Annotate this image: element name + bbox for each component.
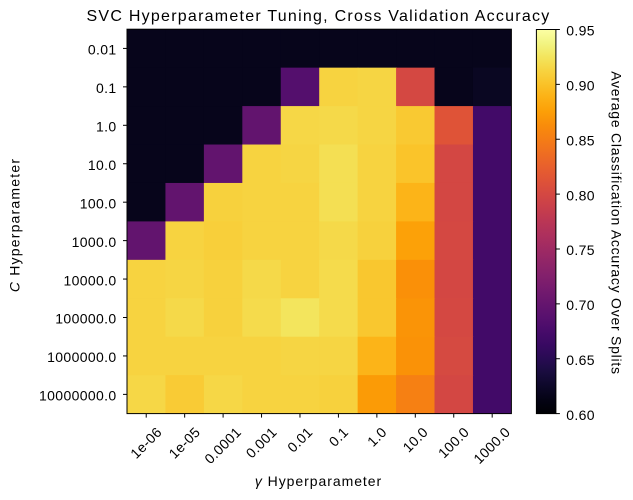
svg-text:0.65: 0.65 xyxy=(566,352,595,368)
svg-text:0.75: 0.75 xyxy=(566,242,595,258)
svg-text:0.95: 0.95 xyxy=(566,23,595,39)
svg-text:Average Classification Accurac: Average Classification Accuracy Over Spl… xyxy=(609,71,625,375)
svg-text:1000.0: 1000.0 xyxy=(72,234,117,250)
svg-text:100000.0: 100000.0 xyxy=(55,311,116,327)
svg-text:SVC Hyperparameter Tuning, Cro: SVC Hyperparameter Tuning, Cross Validat… xyxy=(87,8,551,25)
svg-text:0.60: 0.60 xyxy=(566,407,595,423)
svg-text:0.1: 0.1 xyxy=(96,80,117,96)
svg-text:γ Hyperparameter: γ Hyperparameter xyxy=(255,473,382,489)
svg-text:1000000.0: 1000000.0 xyxy=(47,349,116,365)
svg-text:1.0: 1.0 xyxy=(96,119,117,135)
svg-text:10.0: 10.0 xyxy=(88,157,117,173)
svg-text:0.70: 0.70 xyxy=(566,297,595,313)
svg-text:10000.0: 10000.0 xyxy=(63,272,116,288)
svg-text:0.85: 0.85 xyxy=(566,132,595,148)
svg-text:100.0: 100.0 xyxy=(80,195,117,211)
svg-text:0.01: 0.01 xyxy=(88,42,117,58)
svg-text:0.90: 0.90 xyxy=(566,78,595,94)
svg-text:0.80: 0.80 xyxy=(566,187,595,203)
svg-text:10000000.0: 10000000.0 xyxy=(39,388,116,404)
svg-text:C Hyperparameter: C Hyperparameter xyxy=(6,158,22,292)
